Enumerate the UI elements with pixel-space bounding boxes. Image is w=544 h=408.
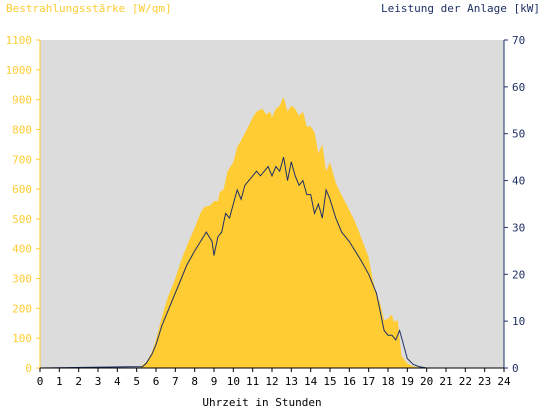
left-tick-label: 0 [25,362,32,375]
x-tick-label: 11 [246,375,259,388]
x-tick-label: 22 [459,375,472,388]
x-tick-label: 12 [265,375,278,388]
left-tick-label: 1000 [6,64,33,77]
x-tick-label: 1 [56,375,63,388]
left-tick-label: 300 [12,273,32,286]
left-axis-title: Bestrahlungsstärke [W/qm] [6,2,172,15]
x-tick-label: 24 [497,375,511,388]
right-tick-label: 60 [512,81,525,94]
left-tick-label: 900 [12,94,32,107]
right-tick-label: 0 [512,362,519,375]
x-tick-label: 15 [323,375,336,388]
x-tick-label: 2 [75,375,82,388]
x-tick-label: 6 [153,375,160,388]
x-tick-label: 8 [191,375,198,388]
left-tick-label: 1100 [6,34,33,47]
left-axis: 0 100 200 300 400 500 600 700 800 900 1000 1100 [6,34,41,375]
x-tick-label: 19 [401,375,414,388]
right-tick-label: 50 [512,128,525,141]
x-tick-label: 13 [285,375,298,388]
x-tick-label: 20 [420,375,433,388]
x-tick-label: 18 [381,375,394,388]
irradiance-area [140,96,427,368]
right-axis: 0 10 20 30 40 50 60 70 [503,34,525,375]
x-tick-label: 17 [362,375,375,388]
x-axis-label: Uhrzeit in Stunden [202,396,321,408]
x-tick-label: 16 [343,375,356,388]
power-line [39,156,504,369]
right-axis-title: Leistung der Anlage [kW] [381,2,540,15]
x-tick-label: 5 [133,375,140,388]
right-tick-label: 20 [512,268,525,281]
right-tick-label: 40 [512,175,525,188]
right-tick-label: 10 [512,315,525,328]
x-tick-label: 3 [95,375,102,388]
x-tick-label: 10 [227,375,240,388]
x-axis: 0 1 2 3 4 5 6 7 8 9 10 11 12 13 14 15 16 17 18 19 20 21 22 23 24 [37,367,511,388]
left-tick-label: 100 [12,332,32,345]
x-tick-label: 21 [439,375,452,388]
right-tick-label: 70 [512,34,525,47]
left-tick-label: 500 [12,213,32,226]
x-tick-label: 9 [211,375,218,388]
left-tick-label: 700 [12,153,32,166]
x-tick-label: 14 [304,375,318,388]
x-tick-label: 4 [114,375,121,388]
left-tick-label: 600 [12,183,32,196]
right-tick-label: 30 [512,221,525,234]
left-tick-label: 400 [12,243,32,256]
left-tick-label: 200 [12,302,32,315]
x-tick-label: 0 [37,375,44,388]
left-tick-label: 800 [12,123,32,136]
x-tick-label: 7 [172,375,179,388]
x-tick-label: 23 [478,375,491,388]
